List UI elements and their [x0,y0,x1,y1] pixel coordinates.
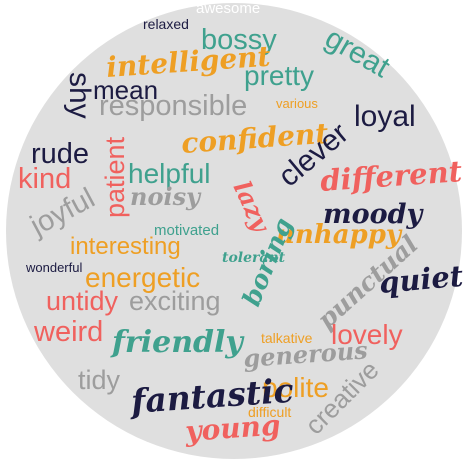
word-young: young [183,408,281,448]
word-moody: moody [323,199,424,230]
word-great: great [320,21,396,84]
word-bossy: bossy [201,24,277,56]
word-pretty: pretty [244,60,314,91]
word-mean: mean [93,75,158,105]
circle-background [6,3,462,459]
word-relaxed: relaxed [143,16,189,32]
word-different: different [319,154,464,198]
word-patient: patient [100,136,130,218]
word-interesting: interesting [70,233,181,260]
word-noisy: noisy [130,182,202,211]
word-various: various [276,96,318,111]
word-lovely: lovely [331,319,403,350]
word-friendly: friendly [110,325,245,360]
word-tidy: tidy [78,365,121,395]
word-motivated: motivated [154,222,219,239]
word-loyal: loyal [354,100,416,133]
word-shy: shy [63,72,96,119]
word-helpful: helpful [128,158,211,189]
word-tolerant: tolerant [222,250,286,266]
word-kind: kind [18,163,71,195]
word-awesome: awesome [196,0,260,17]
word-polite: polite [262,372,329,403]
word-quiet: quiet [378,259,465,300]
word-responsible: responsible [99,90,247,122]
word-difficult: difficult [248,404,291,420]
word-unhappy: unhappy [276,220,403,250]
word-weird: weird [33,316,103,348]
word-rude: rude [31,138,89,170]
word-energetic: energetic [85,262,200,293]
word-exciting: exciting [129,286,221,316]
word-untidy: untidy [46,286,119,316]
word-wonderful: wonderful [25,260,82,275]
word-talkative: talkative [261,330,313,346]
